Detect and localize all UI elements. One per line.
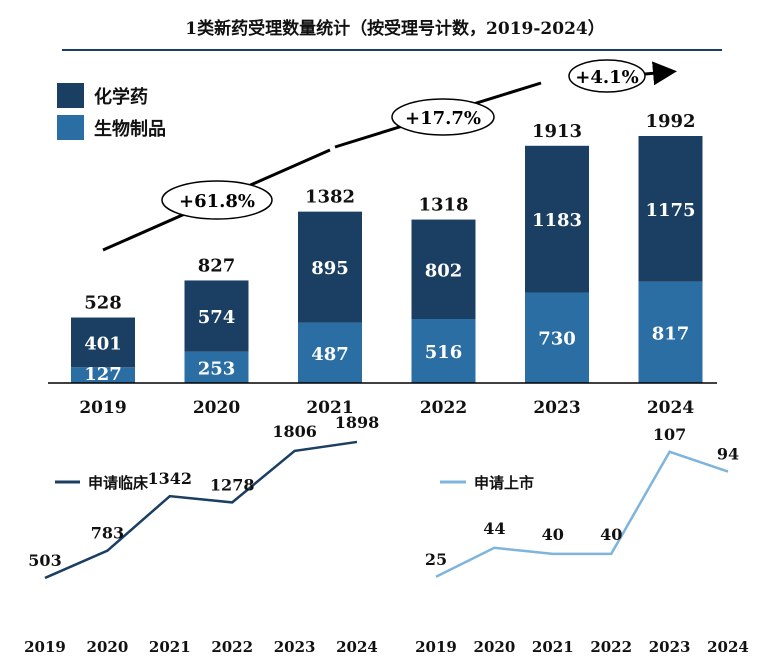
bar-chemical-2020 <box>184 280 249 352</box>
label-biological-2020: 253 <box>198 358 236 379</box>
label-chemical-2019: 401 <box>84 333 122 354</box>
x-tick-2019: 2019 <box>415 638 457 656</box>
series-line-2 <box>435 450 729 578</box>
point-label-2024: 1898 <box>335 413 380 432</box>
x-tick-2024: 2024 <box>336 638 378 656</box>
legend-swatch-biological <box>57 115 84 140</box>
label-biological-2022: 516 <box>425 342 463 363</box>
label-biological-2021: 487 <box>311 344 349 365</box>
point-label-2024: 94 <box>717 445 739 464</box>
label-total-2023: 1913 <box>532 121 582 142</box>
x-tick-2023: 2023 <box>533 398 580 418</box>
bar-chemical-2022 <box>411 219 476 320</box>
label-chemical-2022: 802 <box>425 260 463 281</box>
label-total-2020: 827 <box>198 255 236 276</box>
x-axis-ticks: 2019 2020 2021 2022 2023 2024 <box>79 398 694 418</box>
bar-chemical-2021 <box>298 211 362 323</box>
label-chemical-2023: 1183 <box>532 210 582 231</box>
x-tick-2022: 2022 <box>590 638 632 656</box>
series-line-1 <box>44 440 358 580</box>
legend-swatch-chemical <box>57 83 84 108</box>
growth-label-2020: +61.8% <box>179 191 255 212</box>
x-tick-2022: 2022 <box>420 398 467 418</box>
label-chemical-2024: 1175 <box>645 200 695 221</box>
label-biological-2024: 817 <box>652 323 690 344</box>
chart-title: 1类新药受理数量统计（按受理号计数，2019-2024） <box>185 18 605 39</box>
growth-label-2024: +4.1% <box>575 67 639 88</box>
growth-annotations: +61.8% +17.7% +4.1% <box>161 59 646 220</box>
point-label-2023: 1806 <box>272 422 317 441</box>
x-tick-2020: 2020 <box>474 638 516 656</box>
bar-biological-2023 <box>525 292 589 383</box>
x-tick-2019: 2019 <box>79 398 126 418</box>
point-label-2022: 40 <box>600 525 622 544</box>
point-label-2021: 40 <box>542 525 564 544</box>
legend-label-market: 申请上市 <box>474 474 534 492</box>
point-label-2020: 44 <box>483 519 505 538</box>
label-total-2024: 1992 <box>645 111 695 132</box>
x-tick-2024: 2024 <box>707 638 749 656</box>
bar-area: 127 401 528 253 574 827 487 895 1382 516 802 1318 73… <box>71 111 703 385</box>
x-tick-2021: 2021 <box>532 638 574 656</box>
label-chemical-2021: 895 <box>311 258 349 279</box>
label-biological-2023: 730 <box>538 329 576 350</box>
x-tick-2021: 2021 <box>306 398 353 418</box>
growth-label-2023: +17.7% <box>405 108 481 129</box>
label-total-2022: 1318 <box>418 195 468 216</box>
x-tick-2020: 2020 <box>87 638 129 656</box>
label-total-2021: 1382 <box>305 187 355 208</box>
clinical-line-chart: 503 2019 783 2020 1342 2021 1278 2022 1806 2023 18… <box>24 413 379 656</box>
point-label-2020: 783 <box>91 524 124 543</box>
label-biological-2019: 127 <box>84 364 122 385</box>
growth-bubble-3 <box>568 59 646 93</box>
bar-chemical-2019 <box>71 317 135 368</box>
bar-biological-2021 <box>298 322 362 383</box>
label-chemical-2020: 574 <box>198 307 236 328</box>
x-tick-2022: 2022 <box>211 638 253 656</box>
growth-bubble-1 <box>161 180 273 220</box>
point-label-2019: 25 <box>425 550 447 569</box>
x-tick-2021: 2021 <box>149 638 191 656</box>
point-label-2021: 1342 <box>148 469 193 488</box>
point-label-2022: 1278 <box>210 475 255 494</box>
x-tick-2019: 2019 <box>24 638 66 656</box>
bar-chemical-2024 <box>638 135 703 282</box>
bar-biological-2020 <box>184 351 249 383</box>
growth-bubble-2 <box>391 98 495 136</box>
bar-biological-2022 <box>411 319 476 383</box>
legend-label-biological: 生物制品 <box>94 118 166 140</box>
label-total-2019: 528 <box>84 293 122 314</box>
market-line-chart: 25 2019 44 2020 40 2021 40 2022 107 2023 94 2024 <box>415 425 749 656</box>
point-label-2023: 107 <box>653 425 686 444</box>
x-tick-2023: 2023 <box>274 638 316 656</box>
legend-label-clinical: 申请临床 <box>88 474 149 492</box>
bar-chemical-2023 <box>525 145 589 293</box>
x-tick-2023: 2023 <box>649 638 691 656</box>
x-tick-2020: 2020 <box>193 398 240 418</box>
bar-biological-2024 <box>638 281 703 383</box>
bar-biological-2019 <box>71 367 135 383</box>
x-tick-2024: 2024 <box>647 398 694 418</box>
legend-label-chemical: 化学药 <box>94 86 148 108</box>
point-label-2019: 503 <box>28 551 61 570</box>
